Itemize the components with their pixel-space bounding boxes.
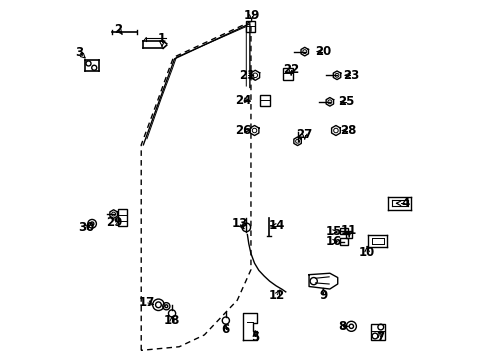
Bar [340, 228, 347, 234]
Text: 13: 13 [232, 217, 248, 230]
Text: 24: 24 [234, 94, 251, 107]
Text: 21: 21 [239, 69, 255, 82]
Text: 15: 15 [325, 225, 341, 238]
Text: 4: 4 [400, 197, 408, 210]
Text: 3: 3 [75, 46, 83, 59]
Bar [118, 209, 127, 226]
Text: 27: 27 [296, 127, 312, 141]
Text: 14: 14 [268, 219, 285, 233]
Bar [340, 238, 347, 245]
Text: 29: 29 [106, 216, 122, 229]
Text: 5: 5 [251, 330, 259, 343]
Bar [283, 68, 293, 80]
Text: 12: 12 [268, 289, 285, 302]
Text: 25: 25 [338, 95, 354, 108]
Text: 11: 11 [341, 224, 357, 238]
Bar [346, 230, 352, 238]
Text: 7: 7 [376, 331, 384, 344]
Text: 8: 8 [337, 320, 346, 333]
Bar [245, 21, 254, 32]
Text: 20: 20 [315, 45, 331, 58]
Text: 23: 23 [343, 69, 359, 82]
Text: 22: 22 [283, 63, 299, 76]
Text: 30: 30 [78, 221, 94, 234]
Text: 26: 26 [234, 124, 251, 137]
Text: 18: 18 [163, 314, 180, 327]
Text: 1: 1 [158, 32, 166, 45]
Text: 9: 9 [319, 289, 327, 302]
Text: 28: 28 [340, 124, 356, 137]
Bar [260, 95, 270, 106]
Text: 16: 16 [325, 235, 341, 248]
Bar [370, 324, 384, 341]
Text: 2: 2 [114, 23, 122, 36]
Text: 6: 6 [221, 323, 229, 336]
Text: 19: 19 [243, 9, 259, 22]
Text: 10: 10 [358, 246, 374, 259]
Text: 17: 17 [139, 296, 155, 309]
